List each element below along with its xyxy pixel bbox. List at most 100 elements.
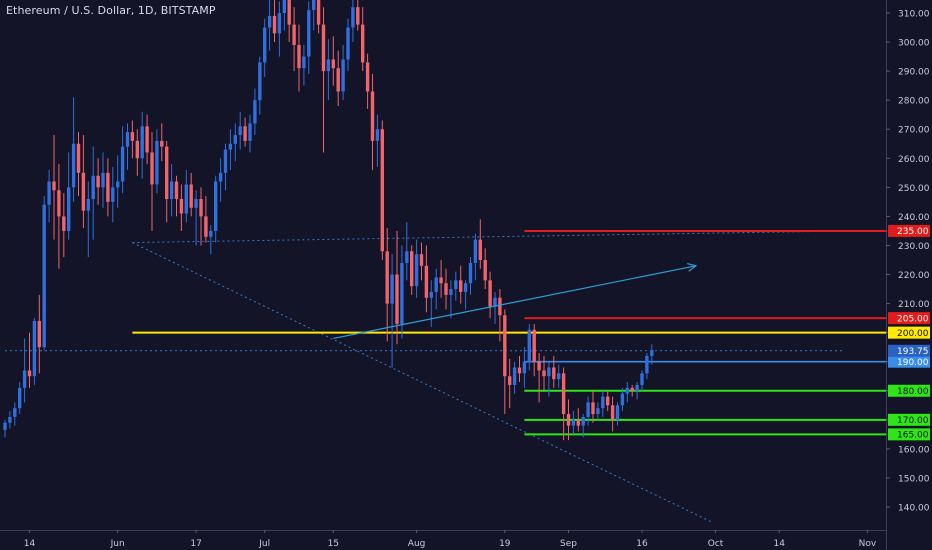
candle-body[interactable] <box>116 181 120 188</box>
candle-body[interactable] <box>405 251 409 263</box>
candle-body[interactable] <box>282 0 286 13</box>
candle-body[interactable] <box>468 262 473 284</box>
candle-body[interactable] <box>160 140 164 147</box>
candle-body[interactable] <box>62 216 66 231</box>
candle-body[interactable] <box>307 10 311 57</box>
candle-body[interactable] <box>179 198 184 214</box>
candle-body[interactable] <box>346 27 350 60</box>
candle-body[interactable] <box>272 15 277 34</box>
candle-body[interactable] <box>581 416 585 426</box>
candle-body[interactable] <box>356 7 360 25</box>
candle-body[interactable] <box>375 129 380 141</box>
candle-body[interactable] <box>8 416 12 423</box>
candle-body[interactable] <box>91 175 95 199</box>
candle-body[interactable] <box>120 146 125 182</box>
candle-body[interactable] <box>571 419 576 426</box>
candle-body[interactable] <box>498 297 502 316</box>
candle-body[interactable] <box>81 172 86 211</box>
candle-body[interactable] <box>351 7 355 28</box>
candle-body[interactable] <box>625 387 629 394</box>
candle-body[interactable] <box>209 230 213 237</box>
dotted-trend-line[interactable] <box>132 230 848 244</box>
candle-body[interactable] <box>473 239 478 263</box>
candle-body[interactable] <box>189 184 193 208</box>
candle-body[interactable] <box>414 254 419 287</box>
dotted-trend-line[interactable] <box>132 242 711 522</box>
candle-body[interactable] <box>214 181 218 231</box>
candle-body[interactable] <box>459 280 463 292</box>
candle-body[interactable] <box>370 91 375 141</box>
candle-body[interactable] <box>145 126 149 153</box>
candle-body[interactable] <box>434 277 438 292</box>
candle-body[interactable] <box>517 367 522 374</box>
candle-body[interactable] <box>106 172 110 202</box>
candle-body[interactable] <box>86 198 90 211</box>
candle-body[interactable] <box>233 135 237 144</box>
candle-body[interactable] <box>620 393 625 406</box>
candle-body[interactable] <box>410 251 414 287</box>
candle-body[interactable] <box>400 262 404 324</box>
candle-body[interactable] <box>390 274 394 304</box>
candle-body[interactable] <box>532 329 536 362</box>
candle-body[interactable] <box>169 181 174 199</box>
candle-body[interactable] <box>341 59 345 92</box>
candle-body[interactable] <box>37 321 41 348</box>
candle-body[interactable] <box>640 373 644 385</box>
time-axis[interactable]: 14 Jun 17 Jul 15 Aug 19 Sep 16 Oct 14 Nov <box>24 530 877 549</box>
candle-body[interactable] <box>586 402 590 417</box>
candle-body[interactable] <box>503 315 507 377</box>
candle-body[interactable] <box>111 187 115 202</box>
candle-body[interactable] <box>630 387 634 391</box>
candle-body[interactable] <box>253 100 257 124</box>
candle-body[interactable] <box>615 405 620 420</box>
candle-body[interactable] <box>576 419 580 426</box>
candle-body[interactable] <box>199 198 203 217</box>
candle-body[interactable] <box>493 297 497 307</box>
candle-body[interactable] <box>125 132 130 147</box>
candle-body[interactable] <box>336 68 340 92</box>
candle-body[interactable] <box>130 132 135 141</box>
candle-body[interactable] <box>547 367 551 377</box>
candle-body[interactable] <box>601 396 605 409</box>
candle-body[interactable] <box>566 414 571 426</box>
candle-body[interactable] <box>76 143 81 173</box>
candle-body[interactable] <box>96 175 100 188</box>
candle-body[interactable] <box>22 370 27 388</box>
candle-body[interactable] <box>557 373 561 380</box>
candle-body[interactable] <box>316 0 321 25</box>
candle-body[interactable] <box>47 181 51 205</box>
candle-body[interactable] <box>204 216 208 237</box>
candle-body[interactable] <box>263 27 267 63</box>
candle-body[interactable] <box>57 190 61 217</box>
candle-body[interactable] <box>218 172 223 182</box>
candle-body[interactable] <box>223 149 228 173</box>
candle-body[interactable] <box>650 350 654 356</box>
candle-body[interactable] <box>321 24 326 72</box>
candle-body[interactable] <box>267 15 272 28</box>
candle-body[interactable] <box>610 405 615 420</box>
candle-body[interactable] <box>596 408 600 415</box>
candle-body[interactable] <box>155 140 159 185</box>
candle-body[interactable] <box>552 367 556 380</box>
candle-body[interactable] <box>385 251 389 304</box>
candle-body[interactable] <box>537 361 541 371</box>
candle-body[interactable] <box>13 408 17 417</box>
candle-body[interactable] <box>194 198 198 208</box>
candle-body[interactable] <box>542 370 546 377</box>
candle-body[interactable] <box>3 422 7 430</box>
candle-body[interactable] <box>71 143 76 188</box>
candle-body[interactable] <box>512 367 517 385</box>
candle-body[interactable] <box>522 361 527 374</box>
candle-body[interactable] <box>527 329 531 362</box>
candle-body[interactable] <box>424 265 429 298</box>
candle-body[interactable] <box>454 280 458 290</box>
candle-body[interactable] <box>140 126 144 159</box>
candle-body[interactable] <box>478 239 482 260</box>
candle-body[interactable] <box>42 204 46 348</box>
candle-body[interactable] <box>419 254 424 266</box>
candle-body[interactable] <box>449 289 453 295</box>
candle-body[interactable] <box>444 283 448 295</box>
candle-body[interactable] <box>297 44 301 69</box>
candle-body[interactable] <box>326 59 331 72</box>
